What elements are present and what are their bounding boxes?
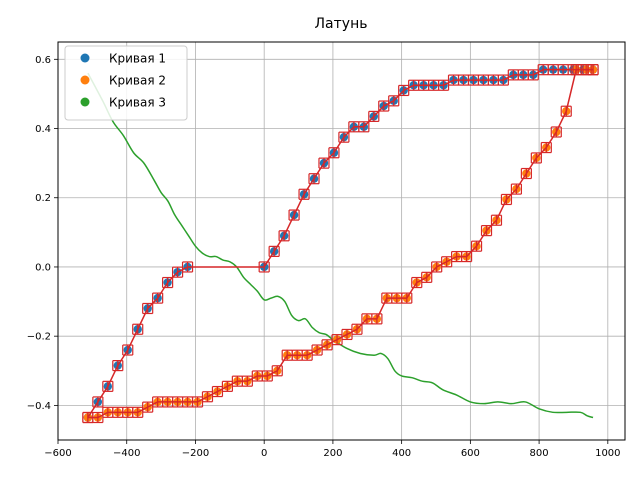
grid xyxy=(57,42,625,440)
legend-label: Кривая 2 xyxy=(109,74,166,88)
legend-marker xyxy=(80,53,90,63)
plot-frame xyxy=(57,41,626,441)
x-tick-label: 0 xyxy=(261,448,267,459)
y-tick-label: 0.6 xyxy=(35,55,51,66)
x-axis: −600 −400 −200 0 200 400 600 800 1000 xyxy=(44,440,621,459)
y-tick-label: 0.4 xyxy=(35,124,51,135)
x-tick-label: −200 xyxy=(182,448,209,459)
legend-box xyxy=(64,45,188,121)
x-tick-label: 1000 xyxy=(595,448,620,459)
legend-marker xyxy=(80,75,90,85)
y-tick-label: 0.0 xyxy=(35,262,51,273)
legend-label: Кривая 1 xyxy=(109,52,166,66)
series-4 xyxy=(82,64,599,424)
series-line xyxy=(87,72,594,419)
y-tick-label: −0.2 xyxy=(27,332,51,343)
series-line xyxy=(87,68,594,418)
x-tick-label: 400 xyxy=(392,448,411,459)
x-tick-label: 200 xyxy=(323,448,342,459)
plot-area xyxy=(82,64,599,424)
legend-marker xyxy=(80,97,90,107)
series-line xyxy=(87,68,594,419)
x-tick-label: 600 xyxy=(461,448,480,459)
x-tick-label: −400 xyxy=(113,448,140,459)
y-axis: −0.4 −0.2 0.0 0.2 0.4 0.6 xyxy=(27,55,58,412)
x-tick-label: −600 xyxy=(44,448,71,459)
y-tick-label: 0.2 xyxy=(35,193,51,204)
chart-title: Латунь xyxy=(315,16,368,32)
x-tick-label: 800 xyxy=(530,448,549,459)
legend: Кривая 1 Кривая 2 Кривая 3 xyxy=(64,45,188,121)
y-tick-label: −0.4 xyxy=(27,401,51,412)
series-5 xyxy=(82,64,599,424)
series-3 xyxy=(87,72,594,419)
legend-label: Кривая 3 xyxy=(109,96,166,110)
